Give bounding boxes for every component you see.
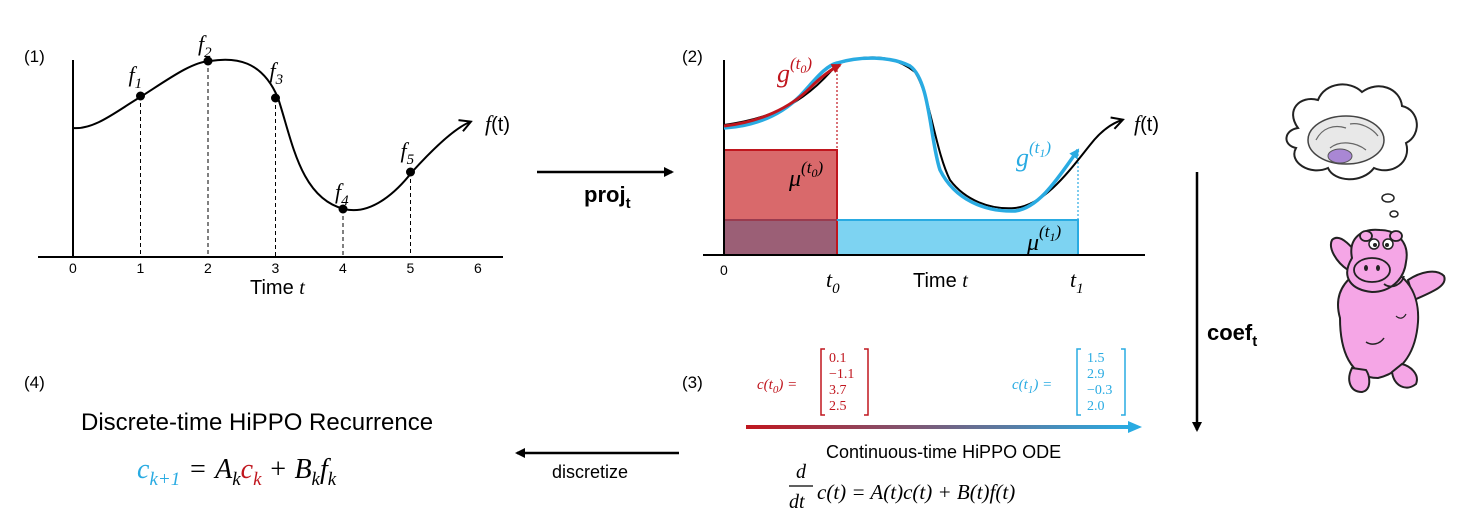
panel-2: (2) g(t0) g(t1) μ(t0) μ(t1) [682,47,1159,297]
panel-4-title: Discrete-time HiPPO Recurrence [81,409,433,436]
mu-t1-rect [837,220,1078,254]
t0-tick-label: t0 [826,267,840,297]
panel-1-tick-label: 1 [137,260,145,276]
panel-1-sample-label: f1 [129,62,143,92]
mu-t0-rect [724,150,837,220]
proj-label: projt [584,182,631,212]
vector-entry: 3.7 [829,383,847,398]
panel-1-sample-points: f1 f2 f3 f4 f5 [129,31,415,214]
panel-1-sample-point [406,167,415,177]
panel-1-tick-label: 6 [474,260,482,276]
coef-label: coeft [1207,320,1257,350]
discretize-label: discretize [552,462,628,482]
panel-3-label: (3) [682,373,703,392]
c-t1-bracket-left [1076,348,1081,416]
g-t1-label: g(t1) [1016,138,1051,172]
panel-2-label: (2) [682,47,703,66]
panel-1-sample-point [136,91,145,101]
panel-1-tick-labels: 0 1 2 3 4 5 6 [69,260,482,276]
time-gradient-arrowhead [1128,421,1142,433]
panel-2-tick-0: 0 [720,262,728,278]
g-t0-curve [723,63,842,128]
panel-1-sample-label: f2 [198,31,212,61]
vector-entry: 1.5 [1087,351,1105,366]
panel-2-curve-label: f(t) [1134,111,1159,136]
panel-1-sample-point [271,93,280,103]
g-t0-label: g(t0) [777,54,812,88]
panel-1-tick-label: 3 [272,260,280,276]
panel-1-tick-label: 2 [204,260,212,276]
panel-1-tick-label: 5 [407,260,415,276]
panel-3: (3) c(t0) = 0.1−1.13.72.5 c(t1) = 1.52.9… [682,348,1142,513]
recurrence-equation: ck+1 = Akck + Bkfk [137,454,337,490]
vector-entry: 2.0 [1087,399,1105,414]
hippo-mascot-icon [1330,228,1446,394]
panel-1-sample-point [338,204,348,214]
c-t1-lhs: c(t1) = [1012,377,1052,396]
panel-1-sample-lines [140,61,411,257]
c-t1-bracket-right [1121,348,1126,416]
panel-1-sample-point [203,56,213,66]
panel-1-sample-label: f5 [401,138,415,168]
panel-1-sample-label: f3 [270,58,284,88]
time-gradient-bar [746,425,1130,429]
t1-tick-label: t1 [1070,267,1084,297]
vector-entry: −1.1 [829,367,854,382]
vector-entry: 0.1 [829,351,847,366]
discretize-arrow: discretize [515,448,679,482]
brain-thought-bubble-icon [1285,83,1418,218]
vector-entry: −0.3 [1087,383,1112,398]
c-t0-vector: 0.1−1.13.72.5 [829,351,854,414]
panel-4-label: (4) [24,373,45,392]
panel-2-x-label: Time t [913,270,968,292]
panel-1-sample-label: f4 [335,179,349,209]
vector-entry: 2.9 [1087,367,1105,382]
panel-1-x-label: Time t [250,277,305,299]
ode-title: Continuous-time HiPPO ODE [826,442,1061,462]
panel-1-curve-label: f(t) [485,111,510,136]
mu-t0-label: μ(t0) [788,158,823,192]
proj-arrow: projt [537,167,674,212]
c-t0-lhs: c(t0) = [757,377,797,396]
ode-dt: dt [789,491,805,513]
panel-1-tick-label: 4 [339,260,347,276]
panel-1: (1) f1 f2 f3 f4 f5 0 1 2 3 4 5 6 f(t) Time t [24,31,510,299]
c-t0-bracket-right [864,348,869,416]
ode-rhs: c(t) = A(t)c(t) + B(t)f(t) [817,480,1015,504]
panel-1-label: (1) [24,47,45,66]
mu-overlap-rect [724,220,837,254]
mu-t1-label: μ(t1) [1026,222,1061,256]
panel-4: (4) Discrete-time HiPPO Recurrence ck+1 =… [24,373,433,490]
c-t0-bracket-left [820,348,825,416]
panel-1-tick-label: 0 [69,260,77,276]
c-t1-vector: 1.52.9−0.32.0 [1087,351,1112,414]
ode-d: d [796,461,807,483]
coef-arrow: coeft [1192,172,1257,432]
vector-entry: 2.5 [829,399,847,414]
